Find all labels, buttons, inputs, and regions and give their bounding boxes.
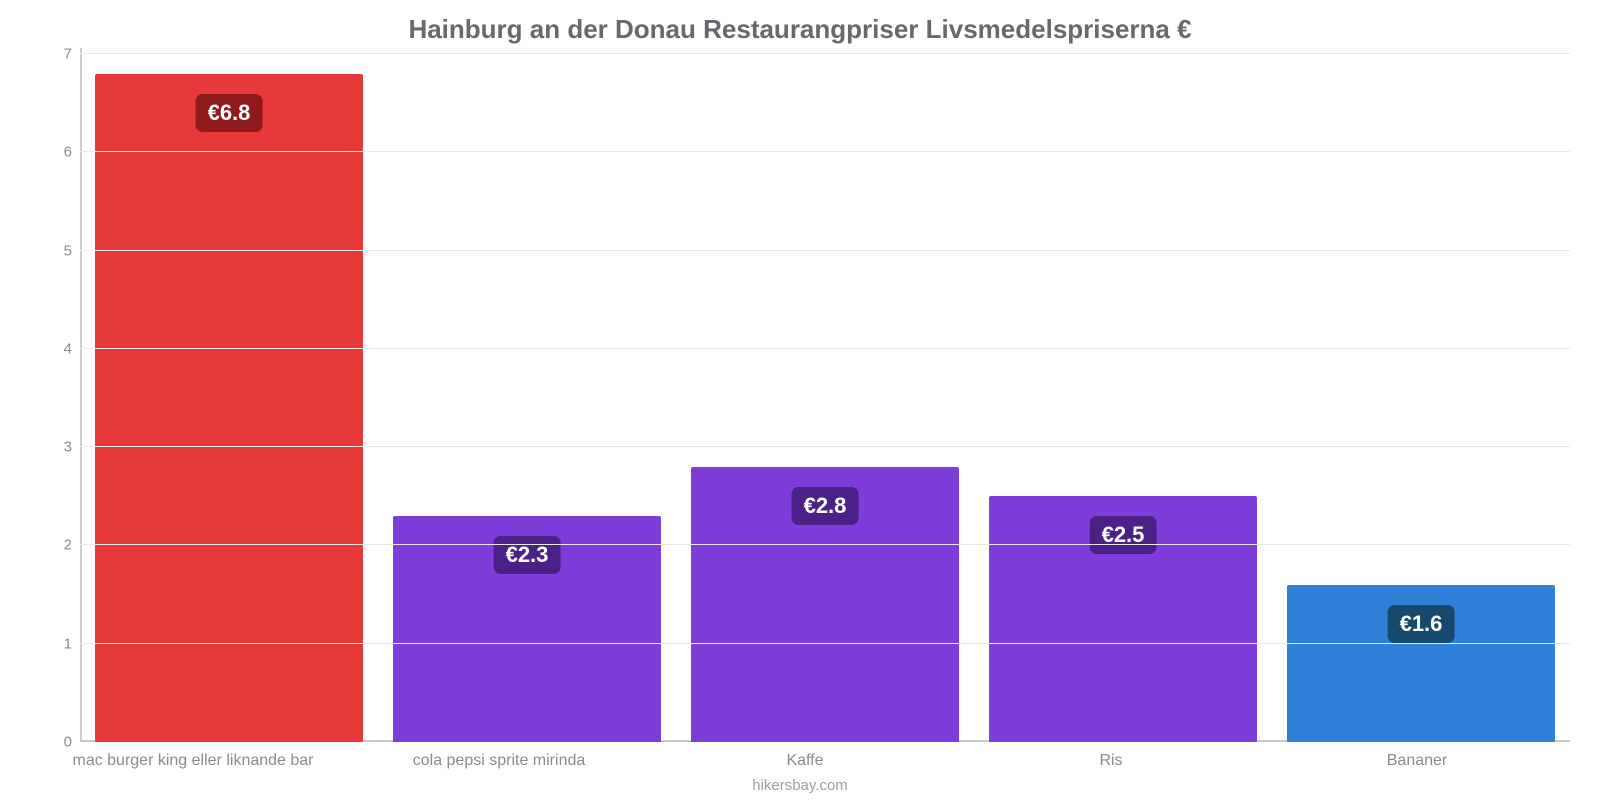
x-axis-label: mac burger king eller liknande bar <box>40 752 346 770</box>
x-axis-label: Ris <box>958 752 1264 770</box>
chart-title: Hainburg an der Donau Restaurangpriser L… <box>0 0 1600 45</box>
bar-slot: €2.3 <box>378 54 676 742</box>
x-axis-label: cola pepsi sprite mirinda <box>346 752 652 770</box>
y-tick-label: 2 <box>40 537 72 554</box>
gridline <box>80 348 1570 349</box>
bar-value-label: €2.8 <box>792 487 859 525</box>
bar-slot: €2.5 <box>974 54 1272 742</box>
y-axis: 01234567 <box>40 54 76 742</box>
x-axis-label: Bananer <box>1264 752 1570 770</box>
gridline <box>80 53 1570 54</box>
y-tick-label: 0 <box>40 734 72 751</box>
y-tick-label: 6 <box>40 144 72 161</box>
bars-container: €6.8 €2.3 €2.8 €2.5 €1.6 <box>80 54 1570 742</box>
y-tick-label: 4 <box>40 340 72 357</box>
gridline <box>80 151 1570 152</box>
gridline <box>80 446 1570 447</box>
bar-slot: €1.6 <box>1272 54 1570 742</box>
bar-slot: €6.8 <box>80 54 378 742</box>
plot-area: €6.8 €2.3 €2.8 €2.5 €1.6 <box>80 54 1570 742</box>
x-axis-labels: mac burger king eller liknande barcola p… <box>40 752 1570 770</box>
x-axis-label: Kaffe <box>652 752 958 770</box>
bar-slot: €2.8 <box>676 54 974 742</box>
gridline <box>80 544 1570 545</box>
y-tick-label: 1 <box>40 635 72 652</box>
bar-value-label: €6.8 <box>196 94 263 132</box>
y-tick-label: 3 <box>40 439 72 456</box>
chart-area: 01234567 €6.8€2.3€2.8€2.5€1.6 <box>40 54 1570 742</box>
y-tick-label: 5 <box>40 242 72 259</box>
gridline <box>80 643 1570 644</box>
bar-value-label: €2.3 <box>494 536 561 574</box>
bar-value-label: €1.6 <box>1388 605 1455 643</box>
gridline <box>80 250 1570 251</box>
bar-value-label: €2.5 <box>1090 516 1157 554</box>
y-tick-label: 7 <box>40 46 72 63</box>
attribution-text: hikersbay.com <box>0 777 1600 794</box>
